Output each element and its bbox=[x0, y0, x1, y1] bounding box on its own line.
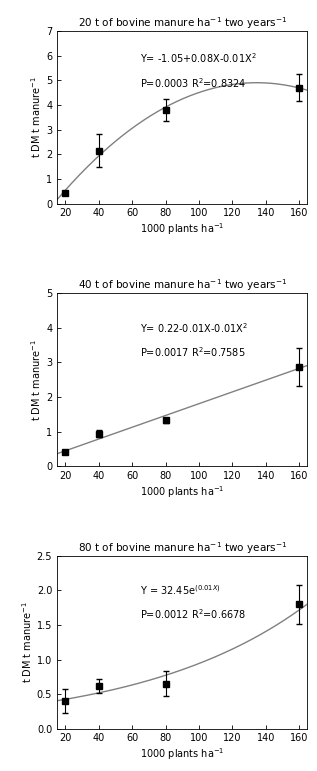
Text: P=0.0017 R$^{2}$=0.7585: P=0.0017 R$^{2}$=0.7585 bbox=[140, 345, 245, 359]
Text: Y = 32.45e$^{(0.01X)}$: Y = 32.45e$^{(0.01X)}$ bbox=[140, 584, 221, 598]
Title: 20 t of bovine manure ha$^{-1}$ two years$^{-1}$: 20 t of bovine manure ha$^{-1}$ two year… bbox=[78, 15, 287, 31]
Y-axis label: t DM t manure$^{-1}$: t DM t manure$^{-1}$ bbox=[20, 601, 34, 683]
Y-axis label: t DM t manure$^{-1}$: t DM t manure$^{-1}$ bbox=[29, 338, 43, 421]
X-axis label: 1000 plants ha$^{-1}$: 1000 plants ha$^{-1}$ bbox=[140, 483, 224, 500]
Text: P=0.0003 R$^{2}$=0.8324: P=0.0003 R$^{2}$=0.8324 bbox=[140, 76, 246, 89]
Text: Y= 0.22-0.01X-0.01X$^{2}$: Y= 0.22-0.01X-0.01X$^{2}$ bbox=[140, 321, 248, 335]
X-axis label: 1000 plants ha$^{-1}$: 1000 plants ha$^{-1}$ bbox=[140, 221, 224, 237]
Y-axis label: t DM t manure$^{-1}$: t DM t manure$^{-1}$ bbox=[29, 76, 43, 158]
Text: Y= -1.05+0.08X-0.01X$^{2}$: Y= -1.05+0.08X-0.01X$^{2}$ bbox=[140, 52, 256, 66]
Title: 80 t of bovine manure ha$^{-1}$ two years$^{-1}$: 80 t of bovine manure ha$^{-1}$ two year… bbox=[78, 540, 287, 556]
Title: 40 t of bovine manure ha$^{-1}$ two years$^{-1}$: 40 t of bovine manure ha$^{-1}$ two year… bbox=[78, 278, 287, 293]
Text: P=0.0012 R$^{2}$=0.6678: P=0.0012 R$^{2}$=0.6678 bbox=[140, 608, 246, 621]
X-axis label: 1000 plants ha$^{-1}$: 1000 plants ha$^{-1}$ bbox=[140, 746, 224, 762]
